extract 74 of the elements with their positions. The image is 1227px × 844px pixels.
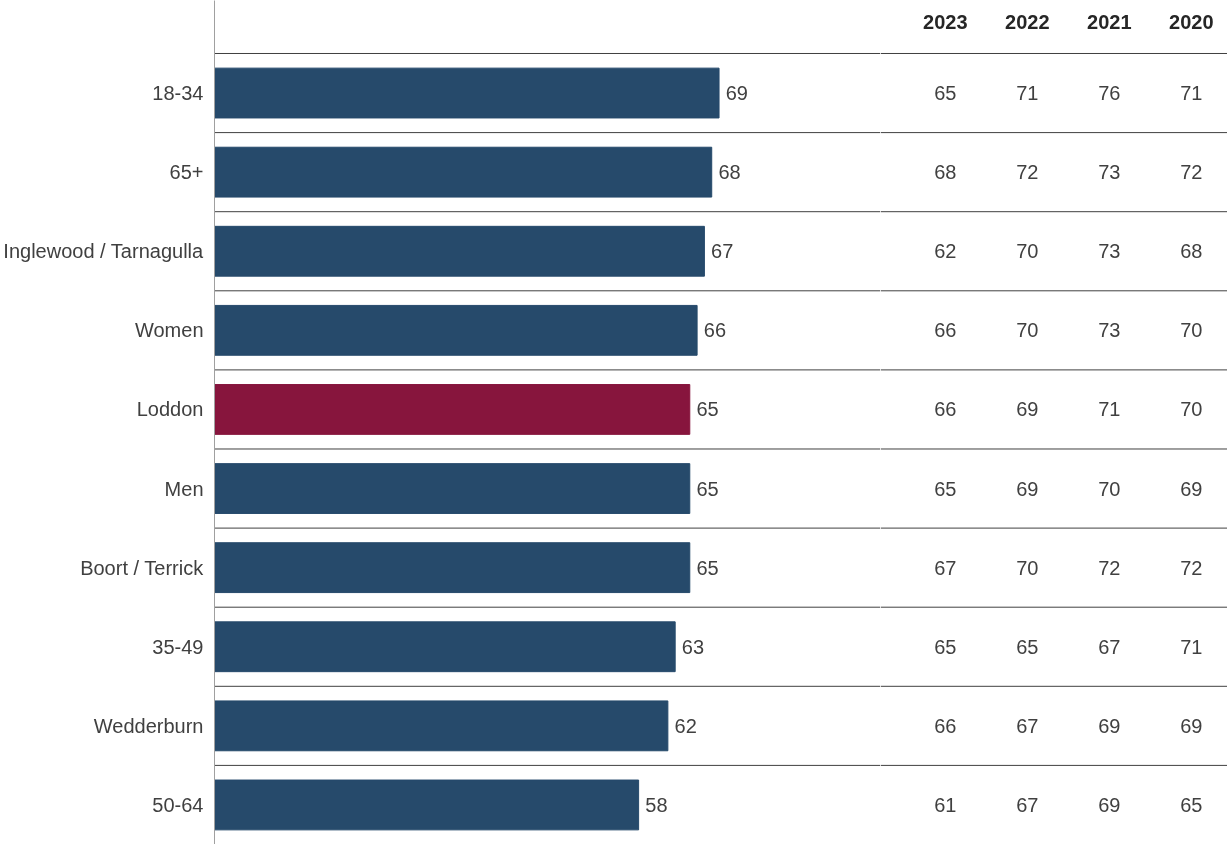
data-label: 71 [1098,398,1121,421]
data-label: 65 [696,398,719,421]
y-tick-label: 18-34 [152,82,204,105]
data-label: 65 [696,477,719,500]
data-label: 72 [1016,161,1039,184]
data-label: 69 [1098,793,1121,816]
data-label: 67 [1016,793,1039,816]
data-label: 68 [1180,240,1203,263]
data-label: 70 [1016,319,1039,342]
y-tick-label: Loddon [136,398,204,421]
y-tick-label: Men [164,477,204,500]
data-label: 62 [674,714,697,737]
y-tick-label: 50-64 [152,793,204,816]
bar [214,779,640,831]
data-label: 73 [1098,161,1121,184]
data-label: 69 [725,82,748,105]
y-tick-label: 65+ [169,161,204,184]
y-tick-label: Women [134,319,204,342]
data-label: 69 [1180,477,1203,500]
bar [214,384,691,435]
data-label: 65 [934,477,957,500]
x-tick-label: 2020 [1169,10,1214,33]
data-label: 70 [1098,477,1121,500]
data-label: 67 [711,240,734,263]
y-tick-label: Inglewood / Tarnagulla [3,240,205,263]
data-label: 65 [934,635,957,658]
x-tick-label: 2022 [1005,10,1050,33]
data-label: 72 [1180,161,1203,184]
y-tick-label: Boort / Terrick [80,556,205,579]
data-label: 66 [934,398,957,421]
data-label: 69 [1016,477,1039,500]
bar [214,621,676,673]
data-label: 71 [1180,635,1203,658]
data-label: 68 [718,161,741,184]
data-label: 69 [1098,714,1121,737]
bar [214,700,669,752]
y-tick-label: 35-49 [152,635,204,658]
bar [214,542,691,594]
bar [214,225,705,277]
bar [214,146,713,198]
data-label: 66 [934,319,957,342]
data-label: 65 [696,556,719,579]
data-label: 66 [934,714,957,737]
data-label: 70 [1180,319,1203,342]
y-tick-label: Wedderburn [93,714,204,737]
data-label: 68 [934,161,957,184]
data-label: 67 [1016,714,1039,737]
x-tick-label: 2023 [923,10,968,33]
data-label: 76 [1098,82,1121,105]
data-label: 73 [1098,240,1121,263]
data-label: 70 [1180,398,1203,421]
data-label: 65 [1180,793,1203,816]
bar [214,463,691,514]
data-label: 65 [1016,635,1039,658]
bar [214,304,698,356]
data-label: 66 [703,319,727,342]
data-label: 69 [1180,714,1203,737]
data-label: 63 [681,635,705,658]
x-tick-label: 2021 [1087,10,1132,33]
data-label: 61 [934,793,957,816]
bar [214,67,720,119]
data-label: 70 [1016,240,1039,263]
data-label: 67 [934,556,957,579]
data-label: 71 [1016,82,1039,105]
data-label: 71 [1180,82,1203,105]
data-label: 65 [934,82,957,105]
data-label: 73 [1098,319,1121,342]
data-label: 62 [934,240,957,263]
data-label: 72 [1098,556,1121,579]
data-label: 58 [645,793,668,816]
data-label: 72 [1180,556,1203,579]
data-label: 70 [1016,556,1039,579]
data-label: 67 [1098,635,1121,658]
data-label: 69 [1016,398,1039,421]
